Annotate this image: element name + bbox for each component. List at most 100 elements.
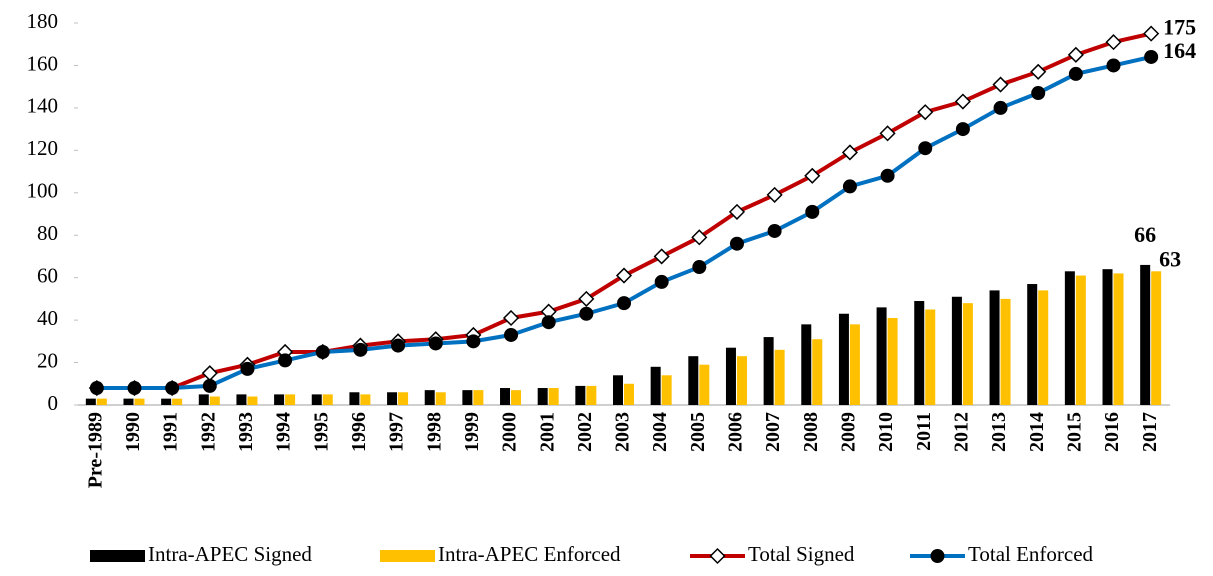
marker bbox=[201, 365, 218, 382]
marker bbox=[654, 274, 669, 289]
bar bbox=[96, 398, 107, 405]
marker bbox=[617, 296, 631, 311]
data-label: 164 bbox=[1163, 38, 1196, 63]
bar bbox=[849, 324, 860, 405]
x-tick-label: 1998 bbox=[423, 412, 445, 452]
bar bbox=[763, 337, 774, 405]
bar bbox=[989, 290, 1000, 405]
bar bbox=[1151, 271, 1162, 405]
marker bbox=[879, 125, 896, 142]
y-tick-label: 160 bbox=[27, 51, 59, 75]
bar bbox=[322, 394, 333, 405]
bar bbox=[424, 390, 435, 405]
bar bbox=[209, 396, 220, 405]
marker bbox=[1105, 34, 1122, 51]
legend-label: Intra-APEC Signed bbox=[148, 542, 312, 566]
x-tick-label: 2009 bbox=[838, 412, 860, 452]
marker bbox=[1031, 86, 1046, 101]
bar bbox=[462, 390, 473, 405]
bar bbox=[247, 396, 258, 405]
x-tick-label: 2002 bbox=[574, 412, 596, 452]
marker bbox=[353, 342, 368, 357]
bar bbox=[699, 364, 710, 405]
x-tick-label: 1995 bbox=[310, 412, 332, 452]
x-tick-label: 2003 bbox=[612, 412, 634, 452]
bar bbox=[198, 394, 209, 405]
marker bbox=[992, 76, 1009, 93]
x-tick-label: Pre-1989 bbox=[84, 412, 106, 488]
marker bbox=[502, 309, 520, 327]
marker bbox=[805, 204, 820, 219]
marker bbox=[89, 381, 104, 396]
bar bbox=[387, 392, 398, 405]
bar bbox=[774, 349, 785, 405]
bar bbox=[500, 388, 511, 405]
x-tick-label: 2004 bbox=[649, 412, 671, 452]
marker bbox=[1030, 63, 1047, 80]
marker bbox=[767, 223, 782, 238]
marker bbox=[391, 338, 406, 353]
bar bbox=[725, 347, 736, 405]
legend-swatch bbox=[90, 550, 145, 562]
x-tick-label: 2011 bbox=[913, 412, 935, 451]
y-tick-label: 140 bbox=[27, 94, 59, 118]
bar bbox=[1102, 269, 1113, 405]
bar bbox=[1000, 298, 1011, 405]
marker bbox=[315, 344, 330, 359]
x-tick-label: 2013 bbox=[988, 412, 1010, 452]
bar bbox=[1027, 284, 1038, 405]
bar bbox=[511, 390, 522, 405]
bar bbox=[962, 303, 973, 405]
x-tick-label: 1992 bbox=[197, 412, 219, 452]
marker bbox=[240, 361, 255, 376]
x-tick-label: 1996 bbox=[348, 412, 370, 452]
marker bbox=[842, 179, 857, 194]
y-tick-label: 0 bbox=[48, 391, 59, 415]
y-tick-label: 60 bbox=[37, 263, 58, 287]
marker bbox=[692, 260, 707, 275]
x-tick-label: 2014 bbox=[1026, 412, 1048, 452]
marker bbox=[541, 315, 556, 330]
bar bbox=[650, 366, 661, 405]
x-tick-label: 2000 bbox=[499, 412, 521, 452]
marker bbox=[127, 381, 142, 396]
marker bbox=[165, 381, 180, 396]
y-tick-label: 180 bbox=[27, 9, 59, 33]
bar bbox=[575, 385, 586, 405]
bar bbox=[537, 388, 548, 405]
bar bbox=[624, 383, 634, 405]
bar bbox=[914, 301, 925, 405]
bar bbox=[887, 317, 898, 405]
y-tick-label: 120 bbox=[27, 136, 59, 160]
marker bbox=[804, 167, 821, 184]
marker bbox=[954, 93, 971, 110]
bar bbox=[812, 339, 823, 405]
marker bbox=[615, 267, 633, 284]
x-tick-label: 2001 bbox=[536, 412, 558, 452]
bar bbox=[398, 392, 409, 405]
bar bbox=[801, 324, 812, 405]
y-tick-label: 100 bbox=[27, 179, 59, 203]
bar bbox=[161, 398, 172, 405]
bar bbox=[876, 307, 887, 405]
marker bbox=[841, 144, 858, 161]
legend-swatch bbox=[380, 550, 435, 562]
marker bbox=[766, 186, 783, 203]
x-tick-label: 1997 bbox=[386, 412, 408, 452]
marker bbox=[202, 378, 217, 393]
marker bbox=[1106, 58, 1121, 73]
x-tick-label: 2010 bbox=[875, 412, 897, 452]
bar bbox=[274, 394, 285, 405]
data-label: 63 bbox=[1159, 246, 1181, 271]
bar bbox=[311, 394, 322, 405]
bar bbox=[360, 394, 371, 405]
marker bbox=[1144, 49, 1159, 64]
marker bbox=[729, 236, 744, 251]
x-tick-label: 1999 bbox=[461, 412, 483, 452]
bar bbox=[548, 388, 559, 405]
bar bbox=[435, 392, 446, 405]
bar bbox=[285, 394, 296, 405]
marker bbox=[993, 100, 1008, 115]
bar bbox=[736, 356, 747, 405]
